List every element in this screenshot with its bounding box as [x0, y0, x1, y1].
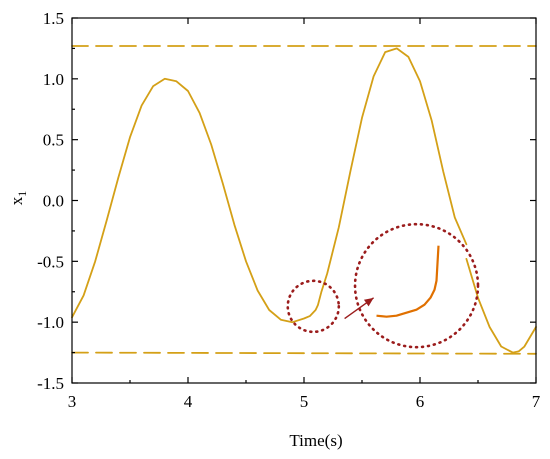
y-axis-label-subscript: 1	[15, 191, 29, 197]
y-tick-label: 0.0	[43, 192, 64, 211]
x-tick-label: 5	[300, 392, 309, 411]
series-line-1	[465, 258, 537, 354]
x-tick-label: 4	[184, 392, 193, 411]
x-tick-label: 6	[416, 392, 425, 411]
y-axis-label-main: x	[7, 196, 26, 205]
x-axis-label: Time(s)	[289, 431, 342, 450]
y-tick-label: 1.0	[43, 70, 64, 89]
zoom-detail-curve	[376, 245, 440, 318]
annotations	[286, 222, 480, 349]
y-tick-label: -0.5	[37, 252, 64, 271]
plot-frame	[71, 17, 537, 384]
y-tick-label: -1.5	[37, 374, 64, 393]
plot-area	[71, 45, 537, 355]
x-tick-label: 3	[68, 392, 77, 411]
x-tick-label: 7	[532, 392, 541, 411]
y-tick-label: -1.0	[37, 313, 64, 332]
highlight-circle	[286, 279, 341, 334]
y-tick-label: 0.5	[43, 131, 64, 150]
y-axis-label: x1	[7, 191, 29, 206]
bound-line-3	[71, 351, 537, 355]
y-tick-label: 1.5	[43, 9, 64, 28]
series-line-0	[71, 47, 468, 324]
axes: 3 4 5 6 7 1.5 1.0 0.5 0.0 -0.5 -1.0 -1.5	[37, 9, 541, 411]
zoom-circle	[353, 222, 480, 349]
zoom-arrow-head	[363, 297, 374, 307]
svg-text:x1: x1	[7, 191, 29, 206]
